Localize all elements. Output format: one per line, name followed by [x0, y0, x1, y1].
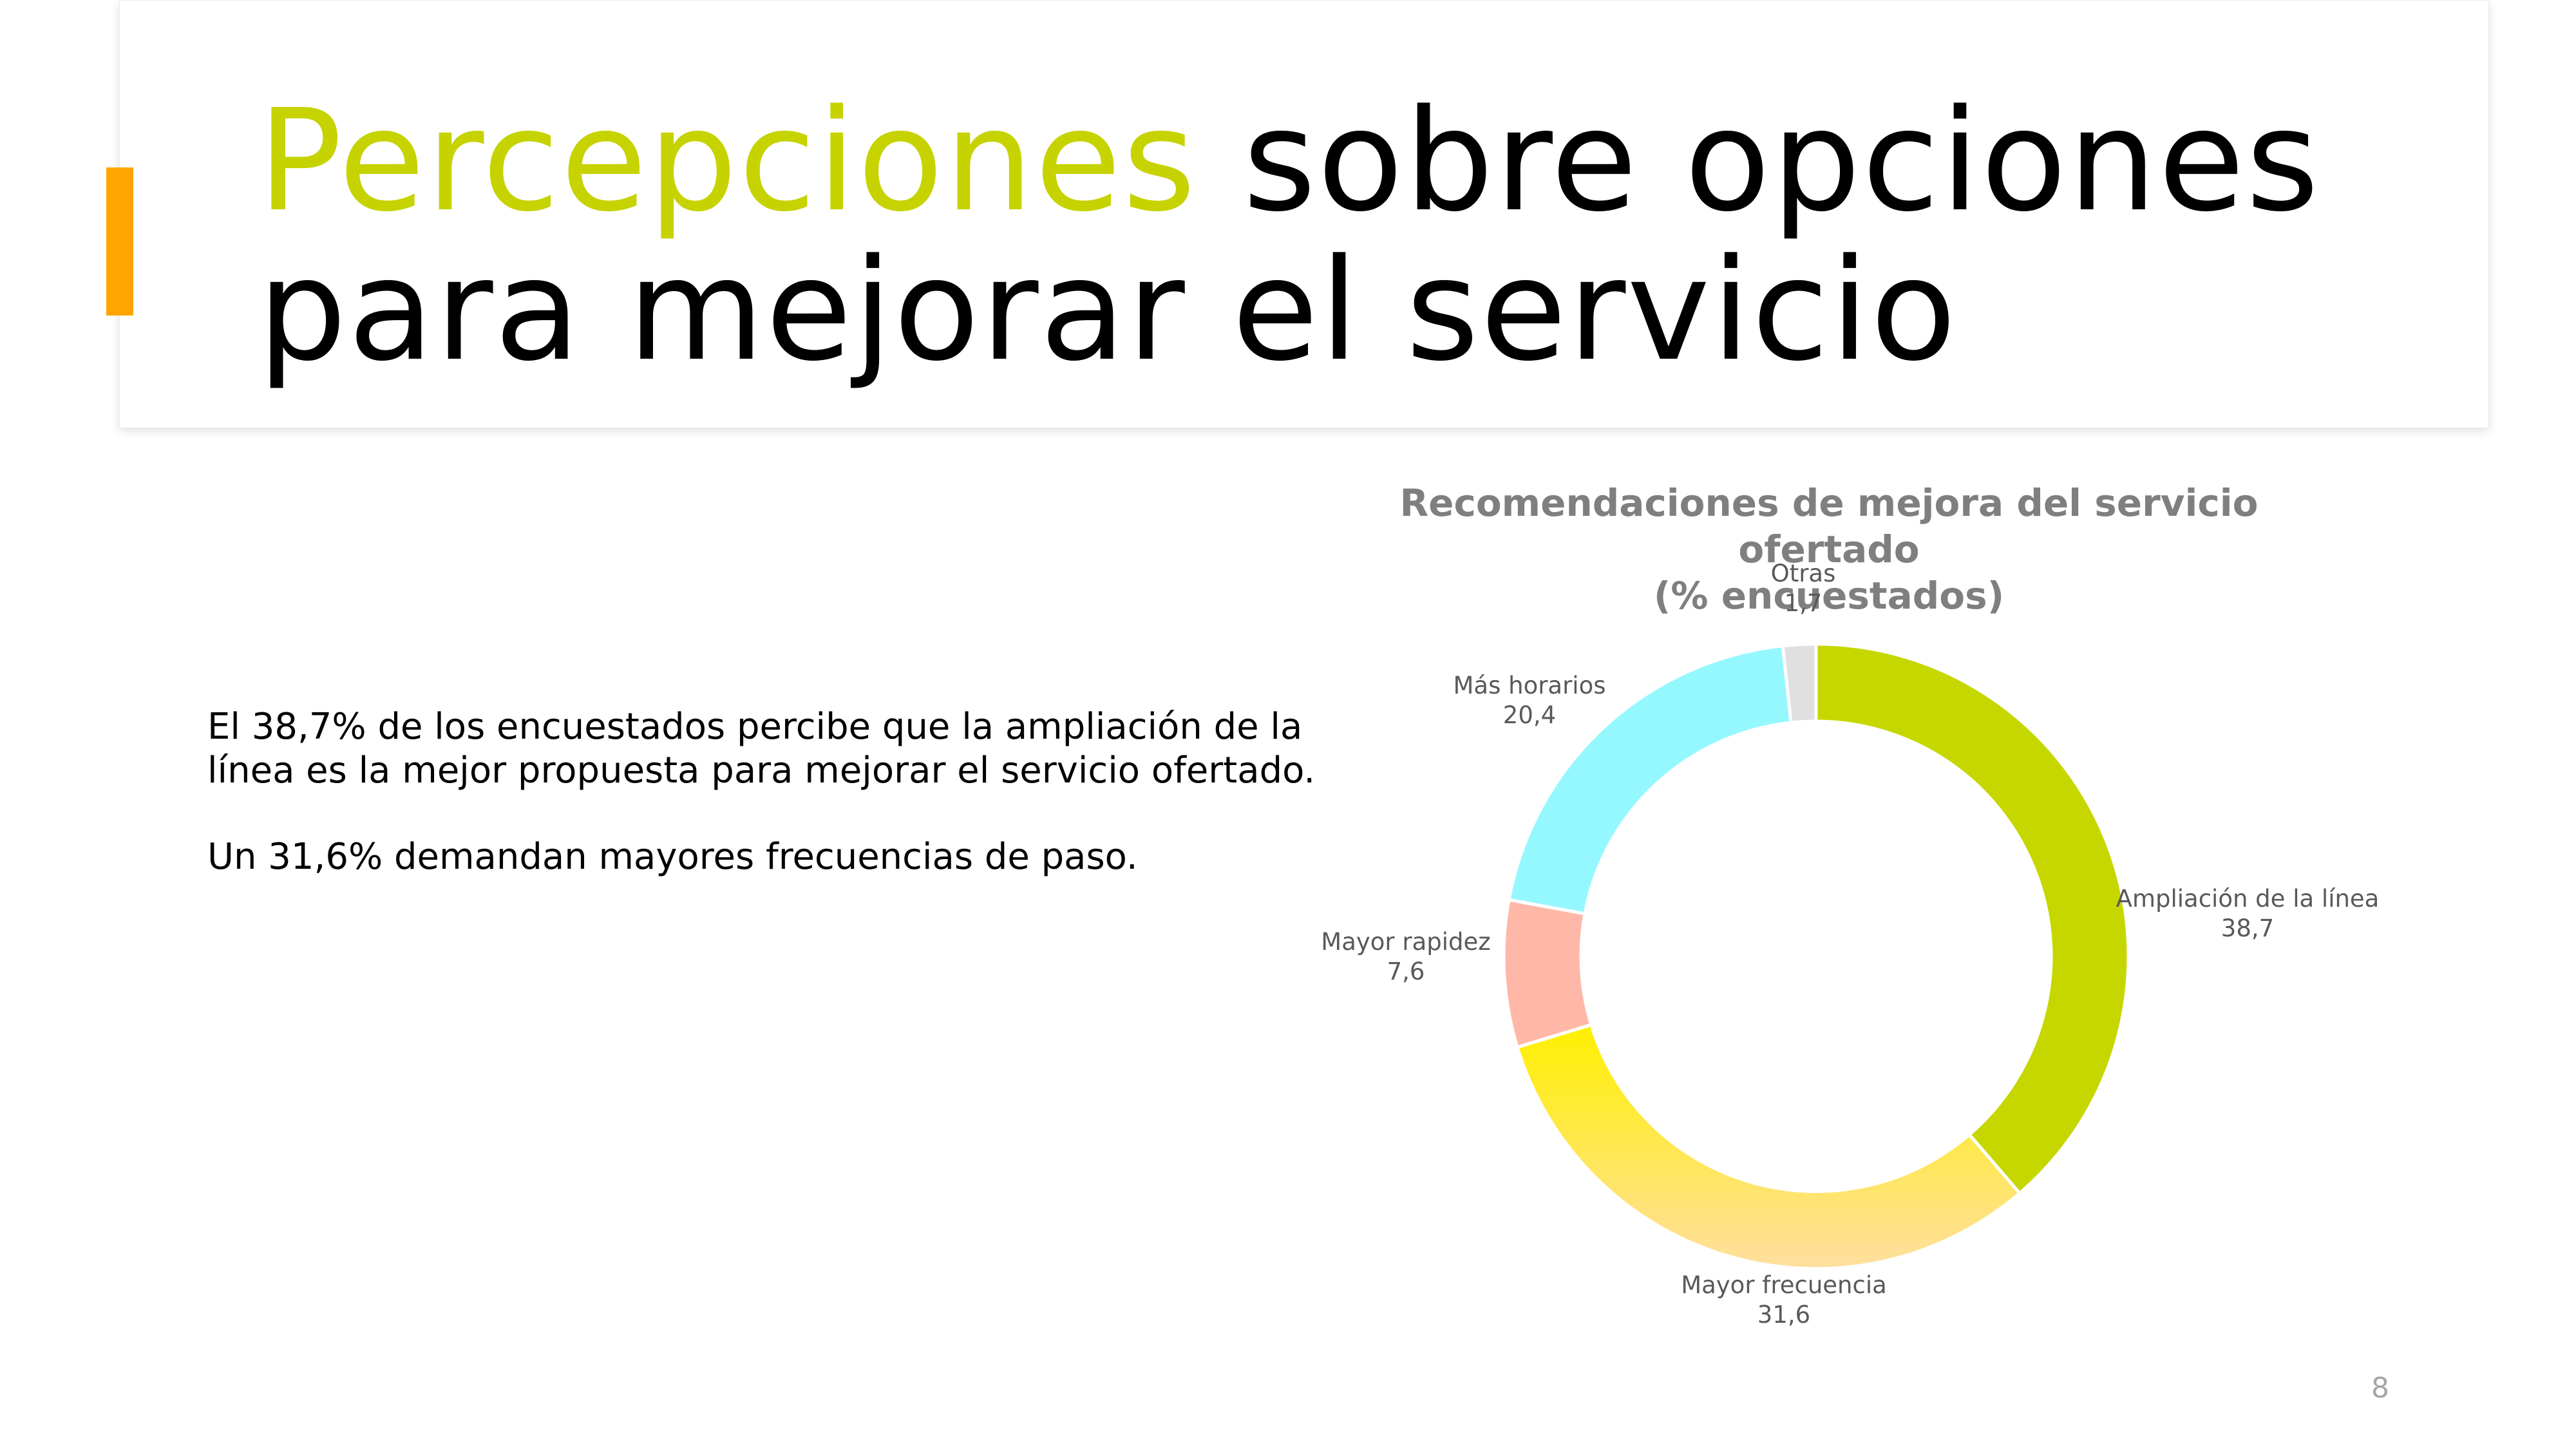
slice-label-name: Mayor rapidez	[1321, 928, 1490, 956]
slice-mayor-rapidez	[1502, 898, 1593, 1050]
body-text: El 38,7% de los encuestados percibe que …	[207, 705, 1341, 922]
title-rest: sobre opciones para mejorar el servicio	[258, 80, 2320, 392]
slice-ampliación-de-la-línea	[1814, 642, 2130, 1196]
slice-label-value: 7,6	[1387, 958, 1425, 985]
slice-label-value: 38,7	[2221, 914, 2274, 942]
slice-otras	[1781, 642, 1818, 724]
paragraph-ampliacion: El 38,7% de los encuestados percibe que …	[207, 706, 1316, 791]
chart-title: Recomendaciones de mejora del servicio o…	[1320, 480, 2338, 619]
slice-label-value: 31,6	[1757, 1301, 1810, 1329]
slice-label-name: Ampliación de la línea	[2116, 885, 2380, 913]
page-number: 8	[2371, 1372, 2389, 1405]
title-highlight: Percepciones	[258, 80, 1197, 243]
slice-label-value: 1,7	[1785, 589, 1823, 617]
title-box	[119, 0, 2489, 428]
chart-title-main: Recomendaciones de mejora del servicio o…	[1399, 481, 2259, 571]
slice-label-value: 20,4	[1503, 701, 1556, 729]
slice-label-name: Otras	[1771, 560, 1836, 587]
paragraph-frecuencia: Un 31,6% demandan mayores frecuencias de…	[207, 836, 1138, 878]
slide-title: Percepciones sobre opciones para mejorar…	[258, 87, 2447, 386]
slice-mayor-frecuencia	[1515, 1023, 2022, 1271]
slice-label-name: Mayor frecuencia	[1681, 1271, 1887, 1299]
accent-bar	[106, 167, 133, 316]
chart-subtitle: (% encuestados)	[1653, 574, 2005, 618]
slice-label-name: Más horarios	[1453, 672, 1605, 699]
